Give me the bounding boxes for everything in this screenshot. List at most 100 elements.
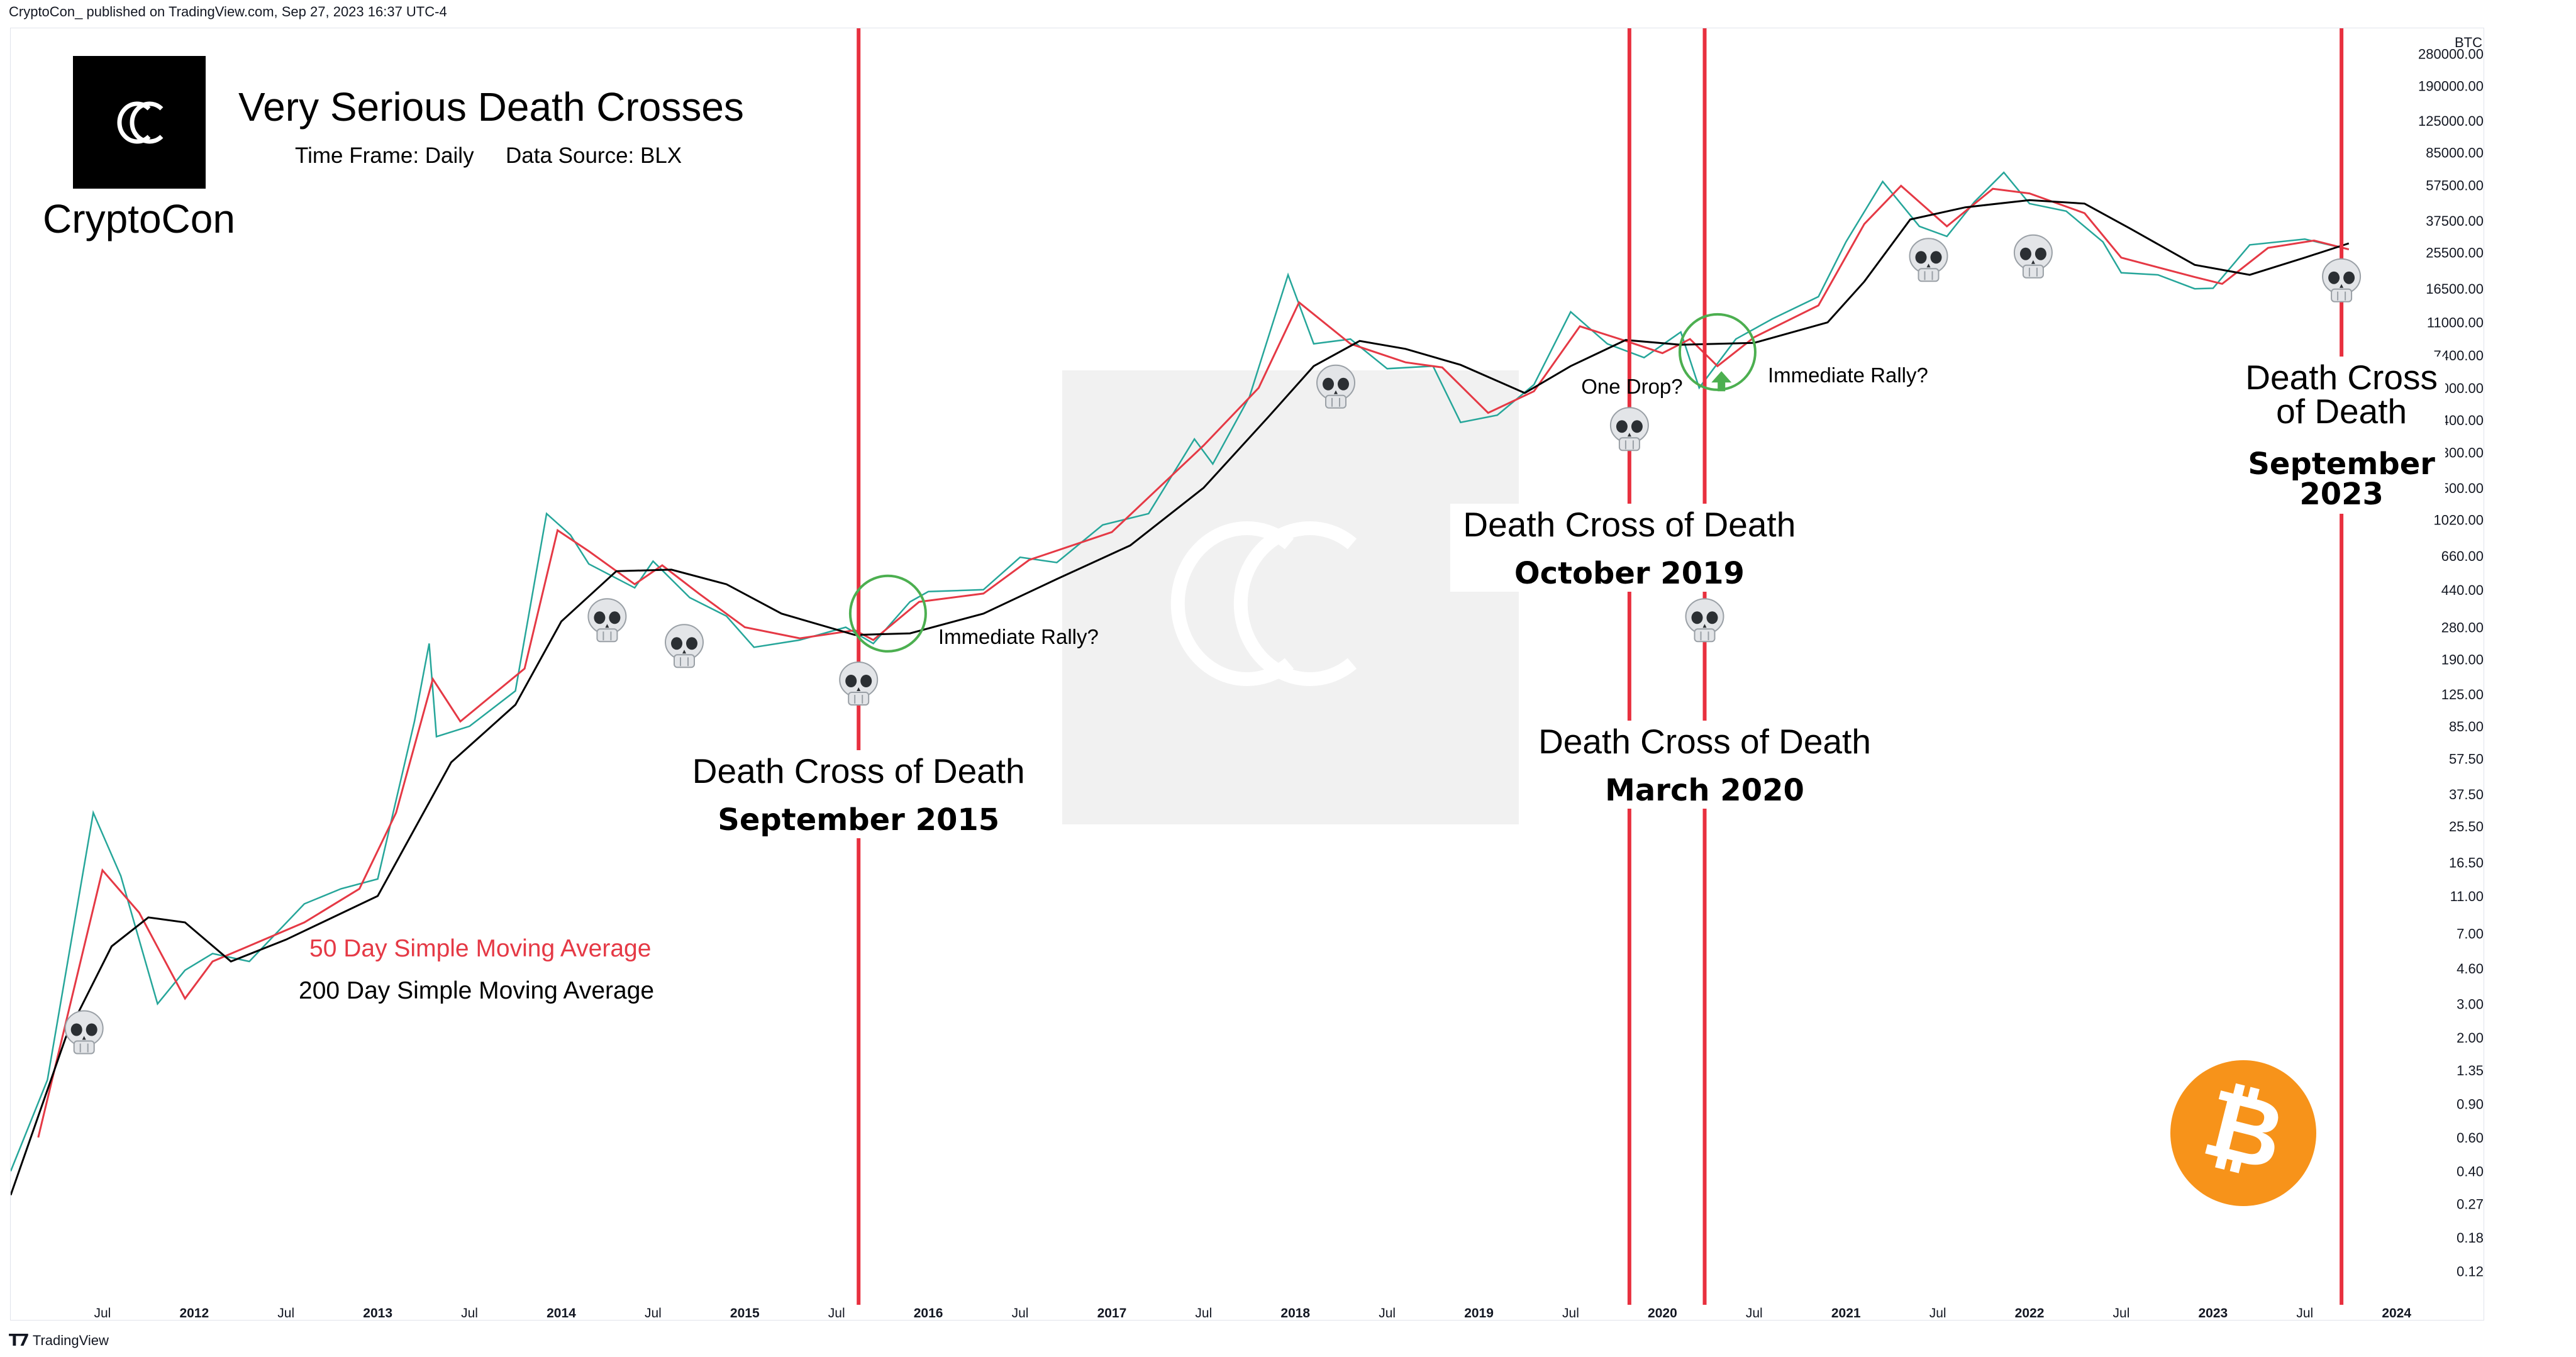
death-cross-date: September 2023 xyxy=(2248,446,2435,512)
x-tick-label: Jul xyxy=(1379,1306,1396,1321)
skull-icon xyxy=(2013,234,2053,279)
footer: T7 TradingView xyxy=(9,1331,109,1350)
footer-brand[interactable]: TradingView xyxy=(32,1332,109,1348)
y-tick-label: 0.60 xyxy=(2457,1130,2484,1146)
death-cross-label: Death Cross of Death xyxy=(692,751,1025,790)
label-backdrop xyxy=(1525,721,1884,809)
axis-currency-label: BTC xyxy=(2455,35,2482,50)
y-tick-label: 0.27 xyxy=(2457,1196,2484,1212)
x-tick-label: Jul xyxy=(645,1306,662,1321)
one-drop-label: One Drop? xyxy=(1581,375,1682,398)
up-arrow-icon xyxy=(1711,371,1732,392)
y-tick-label: 125.00 xyxy=(2441,687,2484,702)
y-tick-label: 280000.00 xyxy=(2418,46,2484,62)
chart-frame[interactable]: 280000.00 190000.00 125000.00 85000.00 57500… xyxy=(10,28,2484,1321)
x-tick-label: 2022 xyxy=(2015,1306,2045,1321)
death-cross-date: October 2019 xyxy=(1514,556,1745,591)
publish-header: CryptoCon_ published on TradingView.com,… xyxy=(9,4,447,20)
data-source-label: Data Source: BLX xyxy=(506,143,682,168)
y-tick-label: 3.00 xyxy=(2457,996,2484,1012)
y-tick-label: 25500.00 xyxy=(2426,245,2484,261)
skull-icon xyxy=(1909,238,1948,282)
time-axis[interactable]: Jul 2012 Jul 2013 Jul 2014 Jul 2015 Jul 2016 Jul 20… xyxy=(94,1306,2411,1321)
y-tick-label: 190000.00 xyxy=(2418,79,2484,94)
annotations: Death Cross of Death September 2015 Death … xyxy=(679,357,2446,838)
x-tick-label: Jul xyxy=(2113,1306,2130,1321)
y-tick-label: 1.35 xyxy=(2457,1063,2484,1078)
skull-icon xyxy=(2322,258,2362,302)
publish-info: published on TradingView.com, Sep 27, 20… xyxy=(86,4,447,19)
y-tick-label: 37500.00 xyxy=(2426,213,2484,229)
x-tick-label: Jul xyxy=(277,1306,294,1321)
x-tick-label: 2016 xyxy=(914,1306,943,1321)
x-tick-label: 2021 xyxy=(1831,1306,1861,1321)
tradingview-logo-icon[interactable]: T7 xyxy=(9,1331,30,1350)
y-tick-label: 0.12 xyxy=(2457,1263,2484,1279)
price-axis[interactable]: 280000.00 190000.00 125000.00 85000.00 57500… xyxy=(2418,46,2484,1279)
watermark-logo-icon xyxy=(1170,521,1357,686)
death-cross-label: Death Cross of Death xyxy=(2245,358,2438,431)
y-tick-label: 7.00 xyxy=(2457,926,2484,942)
y-tick-label: 0.40 xyxy=(2457,1163,2484,1179)
skull-icon xyxy=(64,1010,104,1055)
watermark-panel xyxy=(1062,370,1519,824)
y-tick-label: 0.90 xyxy=(2457,1096,2484,1112)
logo-c2-icon xyxy=(130,101,164,144)
y-tick-label: 4.60 xyxy=(2457,961,2484,977)
y-tick-label: 660.00 xyxy=(2441,548,2484,564)
branding: CryptoCon Very Serious Death Crosses Tim… xyxy=(43,56,744,241)
x-tick-label: 2014 xyxy=(547,1306,576,1321)
death-cross-date: March 2020 xyxy=(1605,773,1804,808)
y-tick-label: 25.50 xyxy=(2449,819,2484,834)
y-tick-label: 85.00 xyxy=(2449,719,2484,734)
x-tick-label: Jul xyxy=(828,1306,845,1321)
y-tick-label: 11000.00 xyxy=(2427,315,2484,331)
skull-icon xyxy=(839,662,879,706)
skull-icon xyxy=(587,598,627,643)
y-tick-label: 440.00 xyxy=(2441,582,2484,598)
x-tick-label: 2019 xyxy=(1464,1306,1494,1321)
legend: 50 Day Simple Moving Average 200 Day Sim… xyxy=(299,935,654,1004)
x-tick-label: 2013 xyxy=(363,1306,392,1321)
legend-ma200: 200 Day Simple Moving Average xyxy=(299,977,654,1004)
x-tick-label: Jul xyxy=(94,1306,111,1321)
skull-icon xyxy=(665,624,704,668)
y-tick-label: 125000.00 xyxy=(2418,113,2484,129)
logo-c1-icon xyxy=(117,101,151,144)
price-chart[interactable]: 280000.00 190000.00 125000.00 85000.00 57500… xyxy=(11,28,2485,1321)
x-tick-label: Jul xyxy=(1012,1306,1029,1321)
x-tick-label: Jul xyxy=(1195,1306,1212,1321)
y-tick-label: 57.50 xyxy=(2449,751,2484,767)
x-tick-label: Jul xyxy=(1562,1306,1579,1321)
y-tick-label: 2.00 xyxy=(2457,1030,2484,1046)
label-backdrop xyxy=(2238,357,2446,514)
x-tick-label: 2017 xyxy=(1097,1306,1127,1321)
x-tick-label: 2012 xyxy=(179,1306,209,1321)
legend-ma50: 50 Day Simple Moving Average xyxy=(309,935,651,962)
label-backdrop xyxy=(679,750,1038,838)
page-title: Very Serious Death Crosses xyxy=(238,84,744,130)
x-tick-label: 2020 xyxy=(1648,1306,1677,1321)
y-tick-label: 0.18 xyxy=(2457,1230,2484,1246)
x-tick-label: 2018 xyxy=(1280,1306,1310,1321)
y-tick-label: 190.00 xyxy=(2441,652,2484,668)
rally-circles: Immediate Rally? Immediate Rally? xyxy=(848,313,1928,653)
x-tick-label: 2023 xyxy=(2198,1306,2228,1321)
death-cross-label: Death Cross of Death xyxy=(1463,505,1796,544)
y-tick-label: 37.50 xyxy=(2449,787,2484,802)
skull-icon xyxy=(1685,598,1724,643)
rally-circle xyxy=(1678,313,1757,391)
bitcoin-logo-icon: ₿ xyxy=(2170,1060,2316,1206)
author-name[interactable]: CryptoCon_ xyxy=(9,4,83,19)
y-tick-label: 57500.00 xyxy=(2426,177,2484,193)
ma200-line xyxy=(11,199,2350,1195)
price-line xyxy=(11,171,2350,1171)
x-tick-label: Jul xyxy=(2296,1306,2313,1321)
x-tick-label: Jul xyxy=(1929,1306,1946,1321)
skull-markers xyxy=(64,234,2362,1055)
x-tick-label: Jul xyxy=(461,1306,478,1321)
label-backdrop xyxy=(1450,504,1809,592)
timeframe-label: Time Frame: Daily xyxy=(295,143,474,168)
x-tick-label: 2024 xyxy=(2382,1306,2411,1321)
rally-circle xyxy=(848,574,927,653)
